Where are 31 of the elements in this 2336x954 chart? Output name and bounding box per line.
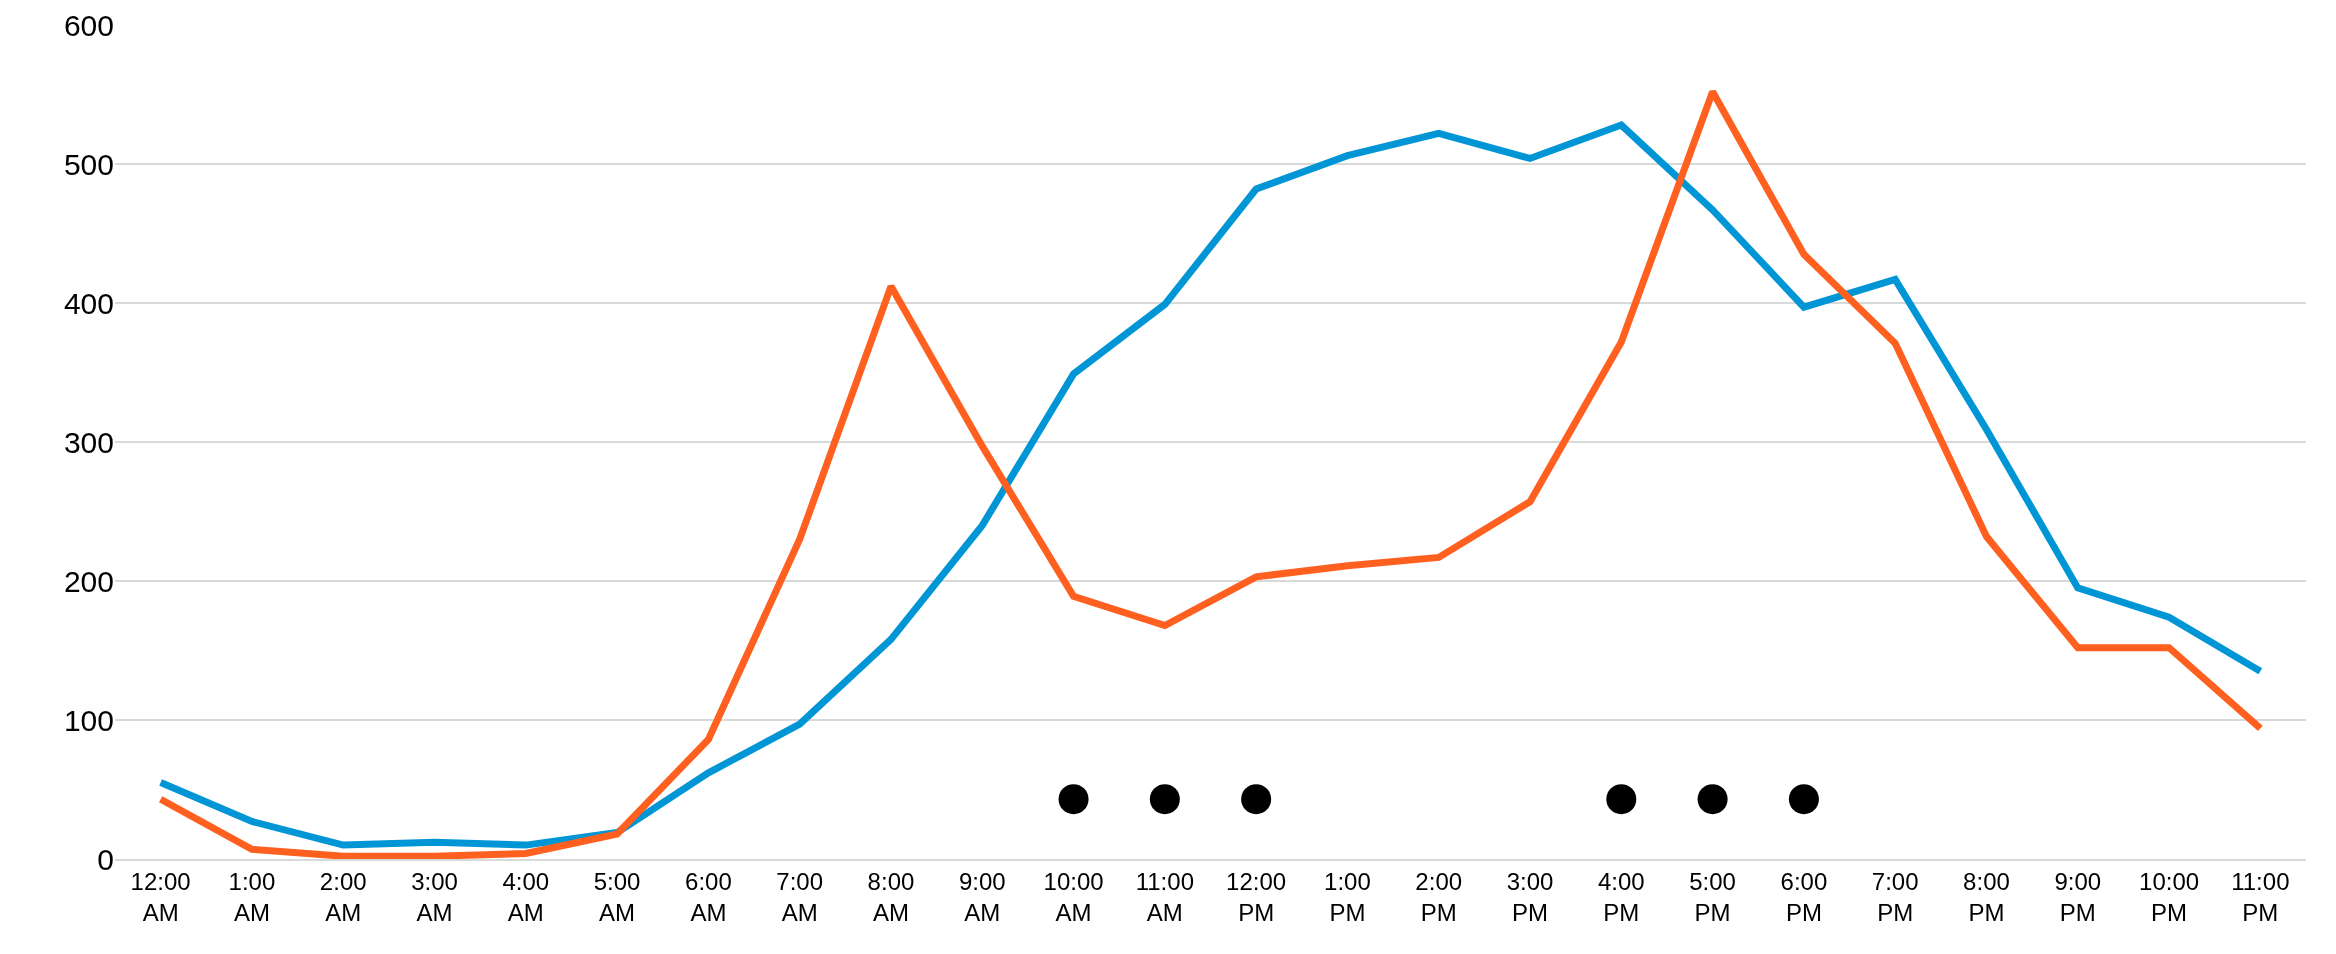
y-tick-label: 100 — [63, 703, 114, 737]
x-tick-label: 8:00 AM — [867, 867, 915, 926]
x-tick-label: 10:00 AM — [1043, 867, 1104, 926]
x-tick-label: 8:00 PM — [1963, 867, 2010, 926]
x-tick-label: 6:00 AM — [685, 867, 732, 926]
x-tick-label: 7:00 PM — [1871, 867, 1919, 926]
x-tick-label: 11:00 PM — [2231, 867, 2290, 926]
x-tick-label: 3:00 AM — [411, 867, 458, 926]
x-tick-label: 5:00 PM — [1689, 867, 1736, 926]
x-tick-label: 4:00 AM — [502, 867, 550, 926]
x-tick-label: 1:00 AM — [228, 867, 276, 926]
x-tick-label: 1:00 PM — [1324, 867, 1371, 926]
y-tick-label: 500 — [63, 147, 114, 181]
x-tick-label: 3:00 PM — [1506, 867, 1554, 926]
x-tick-label: 12:00 AM — [130, 867, 191, 926]
x-tick-label: 7:00 AM — [776, 867, 824, 926]
y-tick-label: 600 — [63, 8, 114, 42]
x-tick-label: 9:00 PM — [2054, 867, 2102, 926]
x-tick-label: 6:00 PM — [1780, 867, 1828, 926]
x-tick-label: 2:00 AM — [319, 867, 367, 926]
y-tick-label: 0 — [97, 842, 114, 876]
x-tick-label: 5:00 AM — [593, 867, 641, 926]
x-tick-label: 10:00 PM — [2139, 867, 2200, 926]
x-tick-label: 11:00 AM — [1135, 867, 1194, 926]
y-tick-label: 400 — [63, 286, 114, 320]
x-tick-label: 2:00 PM — [1415, 867, 1463, 926]
y-tick-label: 300 — [63, 425, 114, 459]
x-tick-label: 9:00 AM — [958, 867, 1006, 926]
x-tick-label: 12:00 PM — [1226, 867, 1287, 926]
x-tick-label: 4:00 PM — [1597, 867, 1645, 926]
y-tick-label: 200 — [63, 564, 114, 598]
